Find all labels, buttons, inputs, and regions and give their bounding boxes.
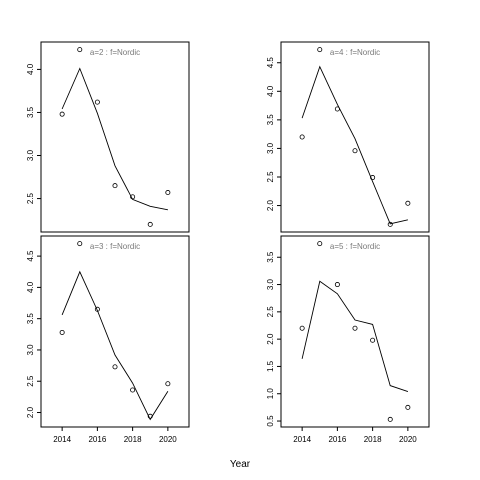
panel-title: a=3 : f=Nordic — [90, 242, 140, 251]
data-point — [94, 306, 100, 312]
data-point — [299, 134, 305, 140]
x-tick-label: 2020 — [159, 435, 177, 444]
data-point — [165, 190, 171, 196]
data-point — [334, 106, 340, 112]
panel-1: a=2 : f=Nordic 2.5 3.0 3.5 4.0 — [26, 41, 190, 233]
y-tick-label: 3.5 — [26, 313, 35, 325]
y-tick-label: 2.0 — [266, 333, 275, 345]
data-point — [352, 325, 358, 331]
fit-line — [61, 67, 168, 211]
panel-4: a=5 : f=Nordic 0.5 1.0 1.5 2.0 2.5 3.0 3.5 2014 2… — [266, 235, 430, 444]
panel-frame — [40, 235, 190, 428]
y-tick-label: 3.0 — [266, 142, 275, 154]
data-point — [94, 99, 100, 105]
y-tick-label: 3.0 — [26, 149, 35, 161]
data-point — [352, 148, 358, 154]
y-tick-label: 2.5 — [26, 375, 35, 387]
y-tick-label: 4.5 — [266, 57, 275, 69]
y-tick-label: 4.0 — [26, 281, 35, 293]
y-tick-label: 3.0 — [26, 344, 35, 356]
panel-frame — [280, 235, 430, 428]
x-tick-label: 2014 — [293, 435, 311, 444]
x-tick-label: 2016 — [88, 435, 106, 444]
data-point — [334, 282, 340, 288]
data-point — [112, 183, 118, 189]
y-tick-label: 3.5 — [26, 106, 35, 118]
x-tick-label: 2020 — [399, 435, 417, 444]
y-tick-label: 3.5 — [266, 251, 275, 263]
panel-frame — [40, 41, 190, 233]
y-tick-label: 0.5 — [266, 415, 275, 427]
y-tick-label: 4.5 — [26, 250, 35, 262]
y-tick-label: 2.0 — [266, 199, 275, 211]
panel-title: a=4 : f=Nordic — [330, 48, 380, 57]
data-point — [317, 47, 323, 53]
data-point — [165, 381, 171, 387]
y-tick-label: 1.0 — [266, 388, 275, 400]
y-tick-label: 3.5 — [266, 114, 275, 126]
x-tick-label: 2018 — [124, 435, 142, 444]
data-point — [77, 241, 83, 247]
y-tick-label: 4.0 — [26, 63, 35, 75]
fit-line — [301, 280, 409, 393]
y-tick-label: 2.5 — [26, 192, 35, 204]
y-tick-label: 2.5 — [266, 171, 275, 183]
data-point — [147, 413, 153, 419]
data-point — [147, 221, 153, 227]
fit-line — [301, 65, 408, 225]
data-point — [130, 387, 136, 393]
y-tick-label: 3.0 — [266, 278, 275, 290]
y-tick-label: 4.0 — [266, 85, 275, 97]
data-point — [77, 47, 83, 53]
panel-title: a=5 : f=Nordic — [330, 242, 380, 251]
y-tick-label: 2.0 — [26, 406, 35, 418]
data-point — [387, 416, 393, 422]
data-point — [387, 221, 393, 227]
panel-frame — [280, 41, 430, 233]
y-tick-label: 1.5 — [266, 360, 275, 372]
data-point — [59, 111, 65, 117]
data-point — [370, 337, 376, 343]
panel-3: a=3 : f=Nordic 2.0 2.5 3.0 3.5 4.0 4.5 2014 2016… — [26, 235, 190, 444]
data-point — [299, 325, 305, 331]
data-point — [317, 241, 323, 247]
fit-line — [61, 270, 169, 421]
panel-title: a=2 : f=Nordic — [90, 48, 140, 57]
data-point — [370, 175, 376, 181]
data-point — [405, 200, 411, 206]
data-point — [405, 404, 411, 410]
panel-2: a=4 : f=Nordic 2.0 2.5 3.0 3.5 4.0 4.5 — [266, 41, 430, 233]
x-tick-label: 2014 — [53, 435, 71, 444]
x-tick-label: 2018 — [364, 435, 382, 444]
data-point — [59, 329, 65, 335]
y-tick-label: 2.5 — [266, 306, 275, 318]
data-point — [112, 364, 118, 370]
data-point — [130, 194, 136, 200]
x-tick-label: 2016 — [328, 435, 346, 444]
x-axis-label: Year — [230, 459, 251, 470]
